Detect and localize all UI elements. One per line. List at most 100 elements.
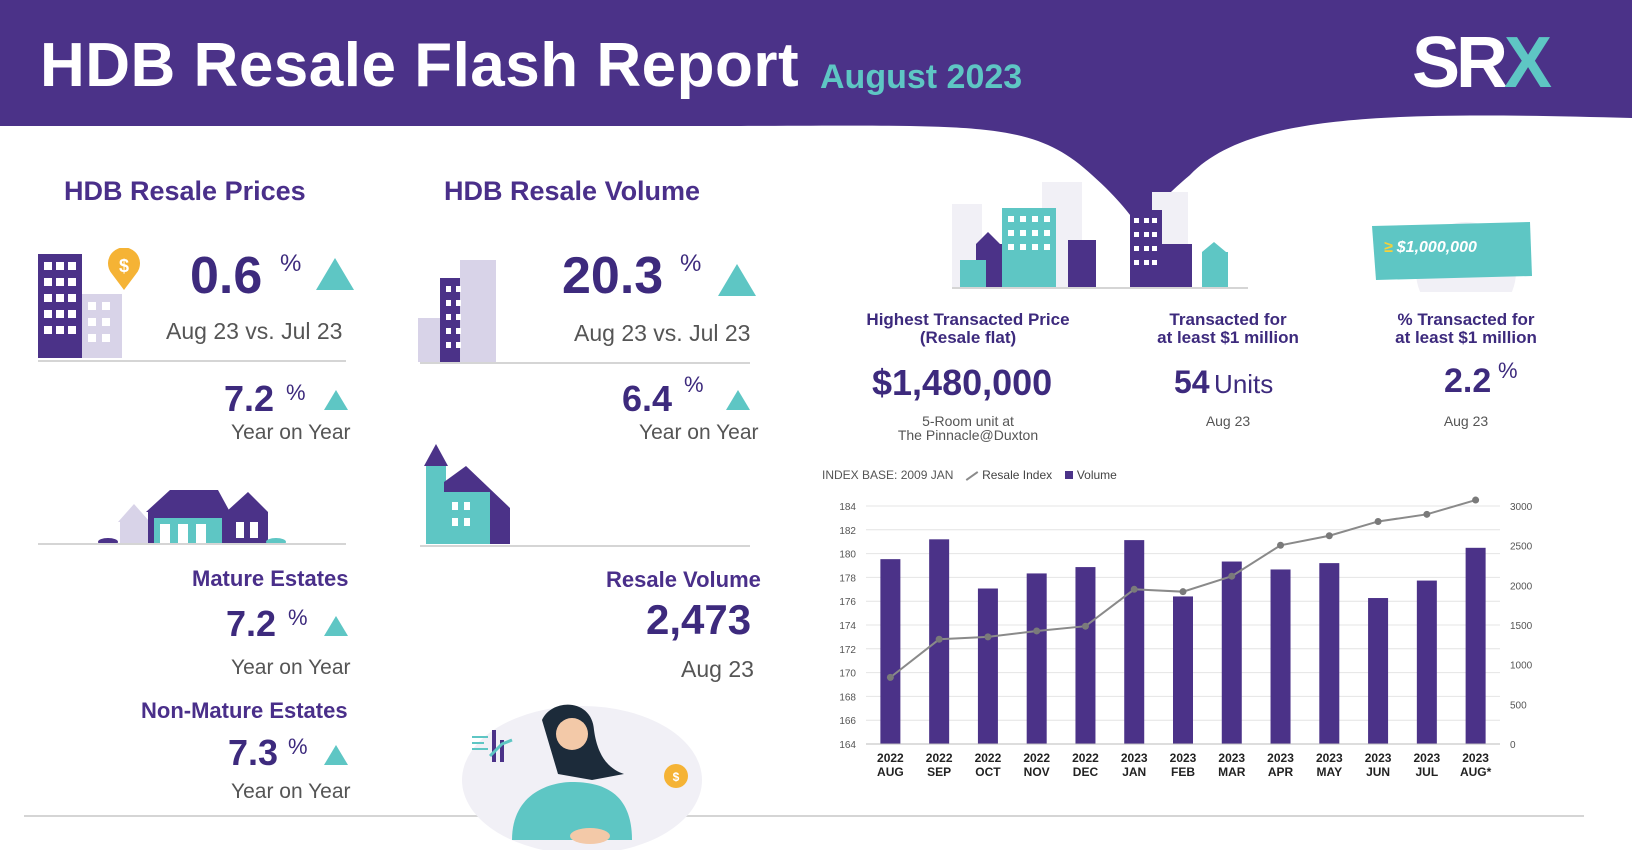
x-axis-month-label: JAN: [1122, 765, 1146, 779]
highest-price-note: 5-Room unit at The Pinnacle@Duxton: [897, 413, 1039, 443]
x-axis-month-label: MAR: [1218, 765, 1246, 779]
prices-yoy-unit: %: [286, 380, 306, 405]
footer-divider: [24, 815, 1584, 817]
prices-mom-value: 0.6: [190, 247, 263, 305]
x-axis-month-label: DEC: [1073, 765, 1099, 779]
million-units-label: Transacted for at least $1 million: [1157, 310, 1299, 347]
divider: [420, 545, 750, 547]
volume-bar: [880, 559, 901, 744]
volume-mom-label: Aug 23 vs. Jul 23: [574, 320, 751, 346]
volume-bar: [1075, 567, 1096, 744]
left-axis-tick: 170: [839, 669, 856, 680]
x-axis-month-label: AUG: [877, 765, 904, 779]
resale-index-point: [1179, 588, 1187, 596]
million-pct-value: 2.2: [1444, 362, 1492, 400]
million-units-value: 54: [1174, 364, 1210, 400]
non-mature-estates-unit: %: [288, 734, 308, 759]
index-base-label: INDEX BASE: 2009 JAN: [822, 468, 954, 482]
volume-yoy-unit: %: [684, 372, 704, 397]
header-banner: [0, 0, 1632, 228]
x-axis-month-label: NOV: [1024, 765, 1050, 779]
resale-index-point: [1228, 572, 1236, 580]
x-axis-month-label: AUG*: [1460, 765, 1492, 779]
tower-illustration: [418, 260, 496, 362]
volume-mom-value: 20.3: [562, 247, 664, 305]
right-axis-tick: 500: [1510, 700, 1527, 711]
volume-bar: [977, 588, 998, 744]
left-axis-tick: 168: [839, 692, 856, 703]
resale-index-point: [935, 635, 943, 643]
resale-index-point: [1374, 517, 1382, 525]
x-axis-year-label: 2023: [1365, 751, 1392, 765]
left-axis-tick: 176: [839, 597, 856, 608]
volume-bar: [1124, 540, 1145, 744]
million-units-unit: Units: [1214, 369, 1274, 399]
left-axis-tick: 166: [839, 716, 856, 727]
volume-legend-icon: [1065, 471, 1074, 479]
million-units-note: Aug 23: [1205, 413, 1251, 429]
volume-up-arrow-icon: [718, 264, 756, 296]
prices-up-arrow-icon: [316, 258, 354, 290]
prices-yoy-label: Year on Year: [231, 421, 351, 444]
x-axis-year-label: 2023: [1267, 751, 1294, 765]
resale-chart: 164 166 168 170 172 174 176 178 180 182 184 0 500 100…: [839, 496, 1533, 779]
right-axis-tick: 1000: [1510, 661, 1533, 672]
x-axis-year-label: 2022: [1023, 751, 1050, 765]
church-building-illustration: [424, 444, 510, 544]
resale-index-point: [1081, 622, 1089, 630]
divider: [38, 360, 346, 362]
left-axis-tick: 172: [839, 645, 856, 656]
volume-section-title: HDB Resale Volume: [444, 176, 701, 206]
left-axis-tick: 182: [839, 526, 856, 537]
volume-yoy-up-arrow-icon: [726, 390, 750, 410]
non-mature-up-arrow-icon: [324, 745, 348, 765]
volume-bar: [1416, 580, 1437, 744]
x-axis-month-label: SEP: [927, 765, 951, 779]
highest-price-label: Highest Transacted Price (Resale flat): [866, 310, 1070, 347]
resale-index-point: [984, 633, 992, 641]
x-axis-year-label: 2023: [1316, 751, 1343, 765]
skyline-illustration: [952, 182, 1248, 289]
volume-bar: [1270, 569, 1291, 744]
volume-mom-unit: %: [680, 250, 702, 277]
highest-price-value: $1,480,000: [872, 362, 1053, 403]
x-axis-year-label: 2022: [926, 751, 953, 765]
resale-index-point: [1130, 585, 1138, 593]
x-axis-month-label: JUN: [1366, 765, 1390, 779]
x-axis-month-label: MAY: [1317, 765, 1343, 779]
divider: [38, 543, 346, 545]
right-axis-tick: 2000: [1510, 581, 1533, 592]
woman-with-chart-illustration: $: [462, 704, 702, 850]
left-axis-tick: 178: [839, 573, 856, 584]
x-axis-year-label: 2023: [1121, 751, 1148, 765]
volume-bar: [1319, 563, 1340, 744]
report-title: HDB Resale Flash Report: [40, 31, 800, 100]
left-axis-tick: 180: [839, 550, 856, 561]
million-units-stat: 54 Units: [1174, 364, 1273, 401]
report-period: August 2023: [820, 58, 1023, 96]
houses-illustration: [98, 490, 286, 544]
mature-estates-value: 7.2: [226, 603, 277, 644]
x-axis-year-label: 2022: [877, 751, 904, 765]
volume-bar: [1368, 598, 1389, 744]
resale-index-point: [1423, 510, 1431, 518]
x-axis-year-label: 2023: [1218, 751, 1245, 765]
x-axis-year-label: 2022: [975, 751, 1002, 765]
x-axis-year-label: 2023: [1170, 751, 1197, 765]
non-mature-estates-value: 7.3: [228, 732, 279, 773]
resale-volume-period: Aug 23: [681, 656, 754, 682]
right-axis-tick: 3000: [1510, 502, 1533, 513]
non-mature-estates-label: Year on Year: [231, 780, 351, 803]
resale-index-legend-icon: [965, 470, 979, 481]
chart-legend: INDEX BASE: 2009 JAN Resale Index Volume: [822, 468, 1117, 482]
svg-text:$: $: [673, 770, 680, 784]
legend-volume: Volume: [1076, 468, 1117, 482]
x-axis-year-label: 2022: [1072, 751, 1099, 765]
right-axis-tick: 1500: [1510, 621, 1533, 632]
left-axis-tick: 174: [839, 621, 856, 632]
x-axis-month-label: OCT: [975, 765, 1001, 779]
x-axis-year-label: 2023: [1462, 751, 1489, 765]
right-axis-tick: 0: [1510, 740, 1516, 751]
right-axis-tick: 2500: [1510, 542, 1533, 553]
million-pct-unit: %: [1498, 358, 1518, 383]
